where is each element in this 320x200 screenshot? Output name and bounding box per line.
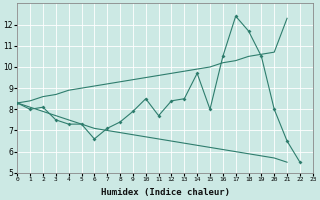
X-axis label: Humidex (Indice chaleur): Humidex (Indice chaleur) <box>100 188 229 197</box>
